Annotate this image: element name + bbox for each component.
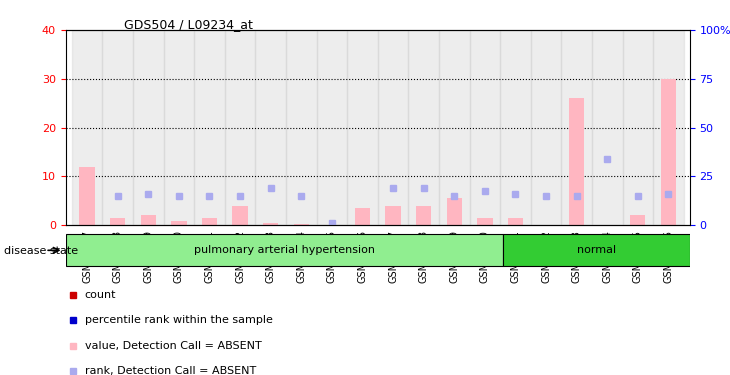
Bar — [286, 30, 317, 225]
Bar — [477, 217, 493, 225]
Bar — [232, 206, 247, 225]
Bar — [623, 30, 653, 225]
Bar — [172, 221, 187, 225]
Bar — [408, 30, 439, 225]
Bar — [255, 30, 286, 225]
Text: count: count — [85, 290, 116, 300]
Bar — [592, 30, 623, 225]
Bar — [661, 79, 676, 225]
Text: GDS504 / L09234_at: GDS504 / L09234_at — [124, 18, 253, 31]
Text: rank, Detection Call = ABSENT: rank, Detection Call = ABSENT — [85, 366, 256, 375]
Text: disease state: disease state — [4, 246, 78, 255]
Bar — [164, 30, 194, 225]
Bar — [141, 215, 156, 225]
Bar — [110, 217, 126, 225]
Text: value, Detection Call = ABSENT: value, Detection Call = ABSENT — [85, 341, 261, 351]
Bar — [439, 30, 469, 225]
Bar — [653, 30, 684, 225]
Bar — [317, 30, 347, 225]
Bar — [202, 217, 217, 225]
Bar — [630, 215, 645, 225]
Bar — [80, 166, 95, 225]
Bar — [194, 30, 225, 225]
Bar — [416, 206, 431, 225]
Text: pulmonary arterial hypertension: pulmonary arterial hypertension — [193, 245, 374, 255]
Bar — [225, 30, 256, 225]
Bar — [355, 208, 370, 225]
Text: normal: normal — [577, 245, 616, 255]
Bar — [569, 98, 584, 225]
Bar — [133, 30, 164, 225]
Bar — [531, 30, 561, 225]
Bar — [263, 223, 278, 225]
Bar — [469, 30, 500, 225]
Bar — [561, 30, 592, 225]
Bar — [508, 217, 523, 225]
Bar — [447, 198, 462, 225]
FancyBboxPatch shape — [502, 234, 690, 266]
Bar — [500, 30, 531, 225]
Bar — [385, 206, 401, 225]
FancyBboxPatch shape — [66, 234, 502, 266]
Bar — [293, 224, 309, 225]
Bar — [102, 30, 133, 225]
Bar — [72, 30, 102, 225]
Bar — [378, 30, 408, 225]
Bar — [347, 30, 378, 225]
Text: percentile rank within the sample: percentile rank within the sample — [85, 315, 272, 326]
